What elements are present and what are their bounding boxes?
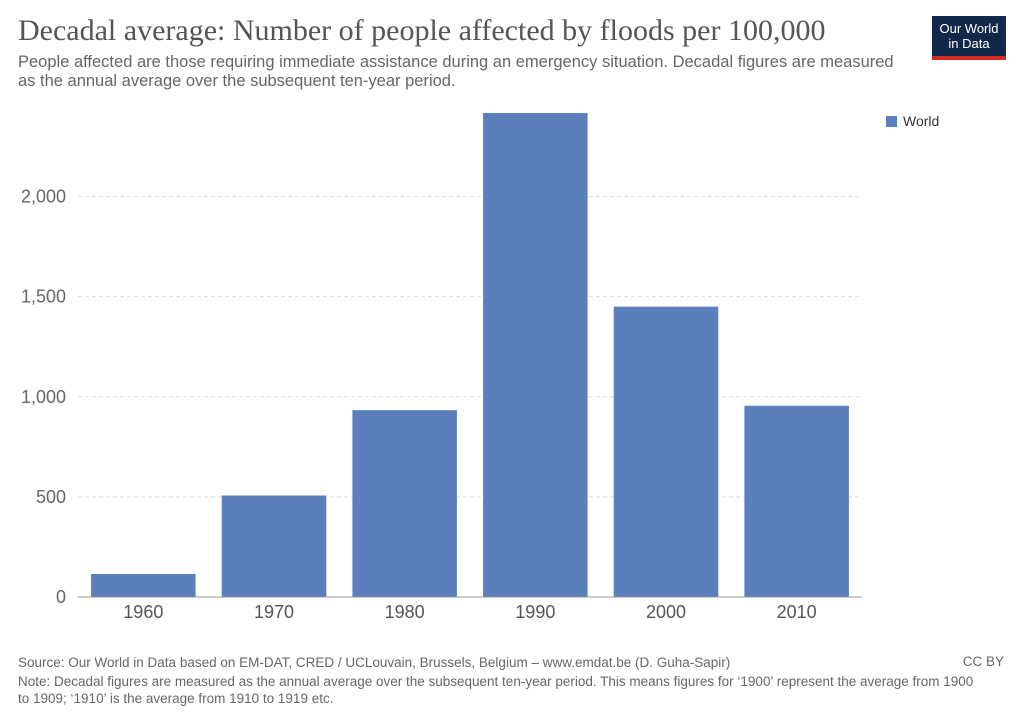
bar	[613, 306, 719, 597]
x-tick-label: 2000	[646, 602, 686, 622]
bar-chart: 0 500 1,000 1,500 2,000 1960 1970 1980 1990 2000 2…	[21, 113, 862, 622]
x-tick-label: 1980	[385, 602, 425, 622]
bar	[483, 113, 588, 597]
chart-subtitle: People affected are those requiring imme…	[18, 53, 894, 90]
y-tick-label: 0	[56, 587, 66, 607]
x-tick-label: 1990	[515, 602, 555, 622]
x-tick-label: 1970	[254, 602, 294, 622]
legend[interactable]: World	[886, 113, 939, 129]
x-tick-label: 2010	[777, 602, 817, 622]
y-tick-label: 2,000	[21, 187, 66, 207]
bar	[221, 495, 327, 597]
y-tick-label: 500	[36, 487, 66, 507]
source-text: Source: Our World in Data based on EM-DA…	[18, 655, 731, 670]
license-text[interactable]: CC BY	[962, 654, 1004, 669]
y-tick-label: 1,000	[21, 387, 66, 407]
x-tick-label: 1960	[123, 602, 163, 622]
bar	[352, 410, 457, 597]
note-text: Note: Decadal figures are measured as th…	[18, 674, 974, 706]
legend-label-world: World	[903, 113, 940, 129]
owid-logo[interactable]: Our World in Data	[932, 16, 1006, 60]
y-tick-label: 1,500	[21, 287, 66, 307]
logo-line-1: Our World	[939, 21, 999, 36]
logo-line-2: in Data	[948, 36, 990, 51]
bar	[744, 405, 849, 597]
bar	[91, 573, 196, 597]
chart-title: Decadal average: Number of people affect…	[18, 14, 826, 47]
legend-swatch-world	[886, 115, 897, 127]
